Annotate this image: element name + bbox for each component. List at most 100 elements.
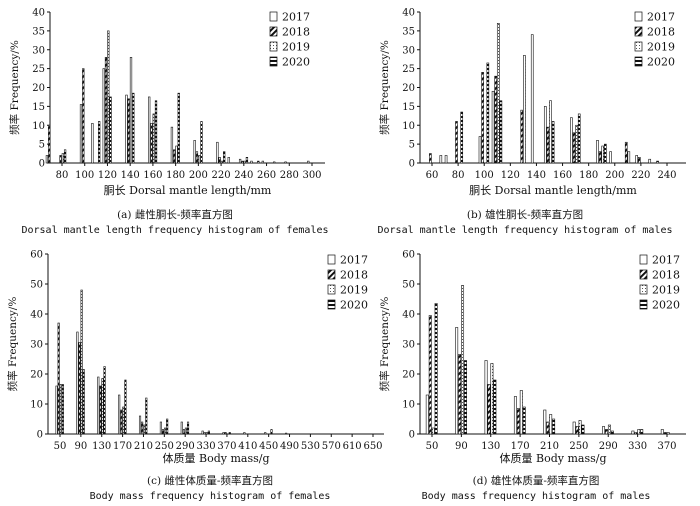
y-tick-label-c-40: 40 bbox=[30, 310, 43, 321]
legend-swatch-c-2018 bbox=[327, 269, 336, 280]
bar-c-2020-370 bbox=[228, 432, 231, 435]
bar-a-2018-80 bbox=[59, 155, 62, 164]
bar-a-2017-100 bbox=[79, 104, 83, 164]
bar-d-2017-290 bbox=[602, 426, 606, 435]
x-tick-label-c-250: 250 bbox=[155, 441, 174, 452]
bar-a-2017-160 bbox=[148, 96, 151, 164]
bar-a-2018-240 bbox=[241, 160, 244, 164]
legend-swatch-a-2020 bbox=[269, 56, 278, 67]
bar-d-2017-210 bbox=[543, 409, 547, 435]
legend-label-d-2018: 2018 bbox=[652, 269, 680, 282]
x-tick-label-d-290: 290 bbox=[599, 441, 618, 452]
bar-d-2019-210 bbox=[549, 414, 553, 435]
x-tick-label-c-330: 330 bbox=[197, 441, 216, 452]
bar-b-2017-150 bbox=[543, 106, 547, 164]
bar-c-2017-90 bbox=[76, 331, 79, 435]
x-tick-label-a-180: 180 bbox=[166, 170, 185, 181]
bar-a-2018-200 bbox=[195, 151, 199, 164]
y-tick-label-c-50: 50 bbox=[30, 280, 43, 291]
x-tick-label-b-220: 220 bbox=[631, 170, 650, 181]
bar-d-2020-170 bbox=[522, 406, 526, 435]
caption-a-en: Dorsal mantle length frequency histogram… bbox=[21, 225, 329, 236]
y-tick-label-a-20: 20 bbox=[32, 83, 45, 94]
bar-c-2019-250 bbox=[164, 427, 167, 435]
y-tick-label-b-10: 10 bbox=[402, 121, 415, 132]
x-tick-label-c-570: 570 bbox=[322, 441, 341, 452]
x-tick-label-a-160: 160 bbox=[143, 170, 162, 181]
bar-a-2019-180 bbox=[175, 145, 178, 164]
caption-a-cn: (a) 雌性胴长-频率直方图 bbox=[117, 209, 233, 221]
legend-swatch-b-2019 bbox=[634, 41, 643, 52]
bar-d-2019-90 bbox=[461, 285, 465, 435]
bar-a-2018-70 bbox=[48, 124, 51, 164]
bar-b-2017-190 bbox=[596, 140, 599, 164]
bar-c-2017-290 bbox=[180, 421, 183, 435]
bar-a-2017-240 bbox=[238, 158, 242, 164]
x-tick-label-c-450: 450 bbox=[259, 441, 278, 452]
bar-b-2019-110 bbox=[496, 23, 500, 164]
bar-a-2020-120 bbox=[109, 96, 112, 164]
bar-d-2018-290 bbox=[605, 429, 608, 435]
bar-b-2018-220 bbox=[637, 157, 641, 164]
y-tick-label-a-30: 30 bbox=[32, 45, 45, 56]
bar-a-2019-200 bbox=[198, 155, 201, 164]
bar-c-2018-210 bbox=[141, 421, 144, 435]
bar-c-2019-50 bbox=[59, 384, 62, 435]
bar-c-2018-370 bbox=[224, 432, 227, 435]
bar-a-2017-110 bbox=[91, 123, 94, 164]
bar-a-2019-240 bbox=[243, 160, 246, 164]
bar-b-2020-190 bbox=[604, 143, 607, 164]
bar-b-2018-170 bbox=[572, 132, 576, 164]
x-axis-title-a: 胴长 Dorsal mantle length/mm bbox=[104, 184, 272, 197]
bar-c-2020-130 bbox=[103, 366, 106, 435]
bar-b-2017-220 bbox=[635, 155, 638, 164]
bar-a-2017-140 bbox=[125, 94, 128, 164]
legend-label-d-2017: 2017 bbox=[652, 254, 680, 267]
bar-c-2017-370 bbox=[222, 432, 225, 435]
bar-c-2020-290 bbox=[186, 421, 190, 435]
bar-a-2019-120 bbox=[107, 30, 110, 164]
bar-d-2018-170 bbox=[516, 408, 520, 435]
bar-b-2017-200 bbox=[609, 151, 612, 164]
bar-b-2020-80 bbox=[460, 111, 464, 164]
bar-c-2020-210 bbox=[145, 397, 148, 435]
y-tick-label-a-15: 15 bbox=[32, 102, 45, 113]
bar-b-2017-70 bbox=[439, 155, 443, 164]
x-tick-label-a-80: 80 bbox=[56, 170, 69, 181]
x-axis-title-c: 体质量 Body mass/g bbox=[163, 451, 270, 465]
bar-c-2019-170 bbox=[122, 406, 125, 435]
bar-b-2017-230 bbox=[648, 158, 652, 164]
bar-a-2018-100 bbox=[82, 68, 85, 164]
bar-c-2017-490 bbox=[285, 432, 288, 435]
bar-c-2019-290 bbox=[184, 427, 187, 435]
bar-c-2018-330 bbox=[203, 432, 206, 435]
bar-c-2018-250 bbox=[161, 429, 165, 435]
legend-label-a-2018: 2018 bbox=[282, 26, 310, 39]
bar-c-2020-330 bbox=[207, 430, 210, 435]
x-tick-label-c-370: 370 bbox=[217, 441, 236, 452]
bar-b-2020-150 bbox=[551, 121, 555, 164]
bar-d-2018-330 bbox=[634, 432, 638, 435]
x-tick-label-d-90: 90 bbox=[455, 441, 468, 452]
x-tick-label-c-170: 170 bbox=[113, 441, 132, 452]
bar-a-2020-80 bbox=[63, 149, 67, 164]
y-tick-label-b-20: 20 bbox=[402, 83, 415, 94]
bar-c-2017-210 bbox=[138, 415, 142, 435]
caption-b: (b) 雄性胴长-频率直方图 Dorsal mantle length freq… bbox=[350, 208, 700, 238]
y-tick-label-d-0: 0 bbox=[409, 430, 415, 441]
legend-label-a-2019: 2019 bbox=[282, 41, 310, 54]
legend-label-a-2020: 2020 bbox=[282, 56, 310, 69]
bar-d-2018-50 bbox=[428, 315, 432, 435]
bar-b-2019-150 bbox=[549, 100, 552, 164]
legend-label-c-2017: 2017 bbox=[340, 254, 368, 267]
bar-c-2019-90 bbox=[80, 289, 83, 435]
bar-c-2017-50 bbox=[55, 385, 58, 435]
y-tick-label-d-10: 10 bbox=[402, 400, 415, 411]
x-tick-label-b-240: 240 bbox=[657, 170, 676, 181]
y-tick-label-a-25: 25 bbox=[32, 64, 45, 75]
bar-b-2018-210 bbox=[624, 141, 628, 164]
x-tick-label-c-50: 50 bbox=[54, 441, 67, 452]
x-tick-label-d-210: 210 bbox=[540, 441, 559, 452]
legend-swatch-c-2017 bbox=[327, 254, 336, 265]
bar-a-2020-200 bbox=[200, 121, 203, 164]
